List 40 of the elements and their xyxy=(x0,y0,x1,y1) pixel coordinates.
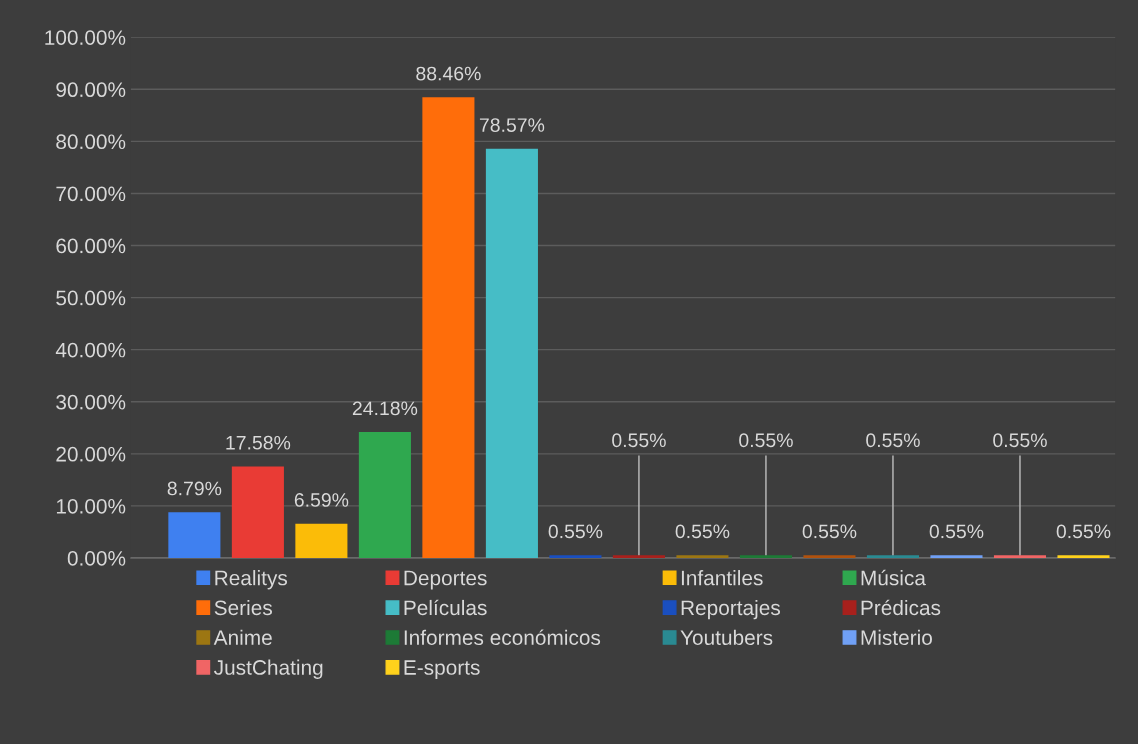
legend-label: JustChating xyxy=(214,659,323,679)
y-tick-label: 10.00% xyxy=(56,498,126,514)
data-label: 0.55% xyxy=(548,524,603,539)
data-label: 17.58% xyxy=(226,435,291,450)
y-tick-label: 100.00% xyxy=(45,30,126,45)
legend-label: Películas xyxy=(404,599,487,616)
legend-label: E-sports xyxy=(404,660,480,679)
data-label: 0.55% xyxy=(929,524,984,539)
y-tick-label: 80.00% xyxy=(56,134,126,150)
legend-label: Informes económicos xyxy=(404,629,601,646)
legend-label: Anime xyxy=(213,629,272,646)
legend-label: Deportes xyxy=(404,570,487,590)
legend-label: Prédicas xyxy=(861,599,941,616)
data-label: 0.55% xyxy=(866,433,920,448)
legend-label: Misterio xyxy=(861,629,932,646)
data-label: 0.55% xyxy=(802,524,857,539)
data-label: 0.55% xyxy=(739,433,793,448)
y-tick-label: 30.00% xyxy=(56,394,126,410)
data-label: 78.57% xyxy=(479,118,545,132)
data-label: 24.18% xyxy=(352,401,418,416)
y-tick-label: 20.00% xyxy=(56,446,126,462)
y-tick-label: 50.00% xyxy=(56,290,126,306)
y-tick-label: 0.00% xyxy=(67,551,126,566)
data-label: 0.55% xyxy=(612,433,666,448)
data-label: 0.55% xyxy=(993,433,1047,448)
legend-label: Música xyxy=(861,569,926,586)
data-label: 6.59% xyxy=(294,493,349,507)
y-tick-label: 70.00% xyxy=(56,186,126,202)
data-label: 88.46% xyxy=(416,66,481,81)
legend-label: Reportajes xyxy=(681,599,781,620)
data-label: 8.79% xyxy=(167,481,222,496)
legend-label: Realitys xyxy=(215,570,288,590)
data-label: 0.55% xyxy=(1056,524,1111,539)
data-label: 0.55% xyxy=(675,524,730,539)
legend-label: Infantiles xyxy=(681,570,763,586)
legend-label: Series xyxy=(214,599,272,616)
y-tick-label: 40.00% xyxy=(55,342,126,358)
legend-label: Youtubers xyxy=(680,629,773,646)
y-tick-label: 60.00% xyxy=(56,238,126,254)
y-tick-label: 90.00% xyxy=(56,82,126,98)
